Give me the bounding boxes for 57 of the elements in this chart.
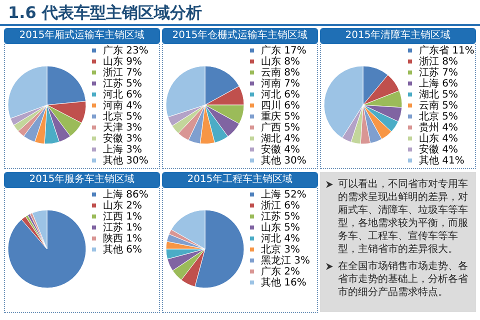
legend-label: 其他 41% — [419, 154, 464, 166]
legend-label: 其他 16% — [261, 276, 306, 288]
legend-label: 其他 30% — [103, 154, 148, 166]
legend-label: 四川 6% — [261, 100, 300, 112]
legend-label: 江苏 5% — [261, 210, 300, 222]
legend-label: 山东 8% — [261, 56, 300, 68]
legend-label: 上海 3% — [103, 144, 142, 156]
legend-label: 北京 5% — [103, 110, 142, 122]
legend-label: 安徽 4% — [419, 144, 458, 156]
legend-label: 山东 5% — [261, 222, 300, 234]
legend-label: 河南 4% — [103, 100, 142, 112]
legend-label: 浙江 6% — [261, 200, 300, 212]
legend-label: 山东 2% — [103, 200, 142, 212]
legend-label: 广西 5% — [261, 122, 300, 134]
chart-title: 2015年工程车主销区域 — [162, 172, 318, 188]
legend-label: 江苏 7% — [419, 66, 458, 78]
chart-title: 2015年仓栅式运输车主销区域 — [162, 28, 318, 44]
legend-label: 山东 9% — [103, 56, 142, 68]
legend-label: 北京 3% — [261, 244, 300, 256]
legend-label: 上海 52% — [261, 188, 306, 200]
legend-label: 湖北 4% — [261, 132, 300, 144]
text: 1.6 代表车型主销区域分析 — [0, 0, 480, 26]
text: 在全国市场销售市场走势、各省市走势的基础上，分析各省市的细分产品需求特点。 — [337, 260, 469, 299]
legend-label: 其他 6% — [103, 244, 142, 256]
legend-label: 广东 17% — [261, 44, 306, 56]
legend-label: 其他 30% — [261, 154, 306, 166]
legend-label: 云南 5% — [419, 100, 458, 112]
legend-label: 浙江 8% — [419, 56, 458, 68]
legend-label: 上海 6% — [419, 78, 458, 90]
legend-label: 河南 7% — [261, 78, 300, 90]
chart-title: 2015年服务车主销区域 — [4, 172, 160, 188]
legend-label: 黑龙江 3% — [261, 254, 310, 266]
legend-label: 湖北 5% — [419, 88, 458, 100]
legend-label: 江苏 1% — [103, 222, 142, 234]
legend-label: 浙江 7% — [103, 66, 142, 78]
legend-label: 贵州 4% — [419, 122, 458, 134]
legend-label: 陕西 1% — [103, 232, 142, 244]
legend-label: 河北 4% — [261, 232, 300, 244]
legend-label: 重庆 5% — [261, 110, 300, 122]
legend-label: 安徽 4% — [261, 144, 300, 156]
pie-slice — [8, 210, 86, 288]
legend-label: 广东 23% — [103, 44, 148, 56]
legend-label: 广东省 11% — [419, 44, 474, 56]
legend-label: 天津 3% — [103, 122, 142, 134]
legend-label: 山东 4% — [419, 132, 458, 144]
legend-label: 安徽 3% — [103, 132, 142, 144]
legend-label: 北京 5% — [419, 110, 458, 122]
chart-title: 2015年清障车主销区域 — [320, 28, 476, 44]
legend-label: 上海 86% — [103, 188, 148, 200]
chart-title: 2015年厢式运输车主销区域 — [4, 28, 160, 44]
legend-label: 河北 6% — [103, 88, 142, 100]
text: 可以看出，不同省市对专用车的需求呈现出鲜明的差异，对厢式车、清障车、垃圾车等车型，各地需求较为平衡，而服务车、工程车、宣传车等车型，主销省市的差异很大。 — [337, 178, 469, 256]
legend-label: 江苏 5% — [103, 78, 142, 90]
legend-label: 江西 1% — [103, 210, 142, 222]
legend-label: 云南 8% — [261, 66, 300, 78]
legend-label: 广东 2% — [261, 266, 300, 278]
legend-label: 河北 6% — [261, 88, 300, 100]
